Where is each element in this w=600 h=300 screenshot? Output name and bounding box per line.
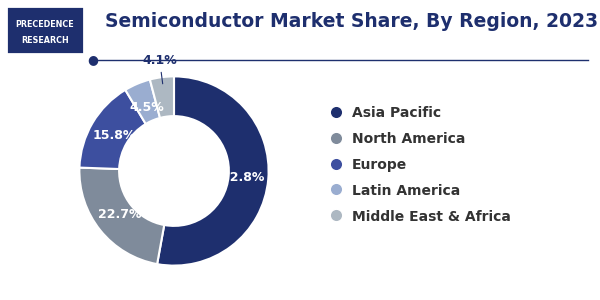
Legend: Asia Pacific, North America, Europe, Latin America, Middle East & Africa: Asia Pacific, North America, Europe, Lat… bbox=[324, 101, 516, 229]
Wedge shape bbox=[125, 80, 160, 124]
Text: 52.8%: 52.8% bbox=[221, 171, 265, 184]
Text: 22.7%: 22.7% bbox=[98, 208, 142, 221]
Wedge shape bbox=[79, 168, 164, 264]
Text: RESEARCH: RESEARCH bbox=[21, 36, 69, 45]
Text: PRECEDENCE: PRECEDENCE bbox=[16, 20, 74, 29]
Text: Semiconductor Market Share, By Region, 2023 (%): Semiconductor Market Share, By Region, 2… bbox=[105, 12, 600, 31]
Text: 4.1%: 4.1% bbox=[142, 54, 177, 84]
Wedge shape bbox=[157, 76, 269, 266]
Text: 15.8%: 15.8% bbox=[93, 129, 136, 142]
Wedge shape bbox=[79, 90, 146, 169]
Text: ●: ● bbox=[88, 53, 98, 67]
Text: 4.5%: 4.5% bbox=[130, 101, 164, 114]
Wedge shape bbox=[150, 76, 174, 118]
